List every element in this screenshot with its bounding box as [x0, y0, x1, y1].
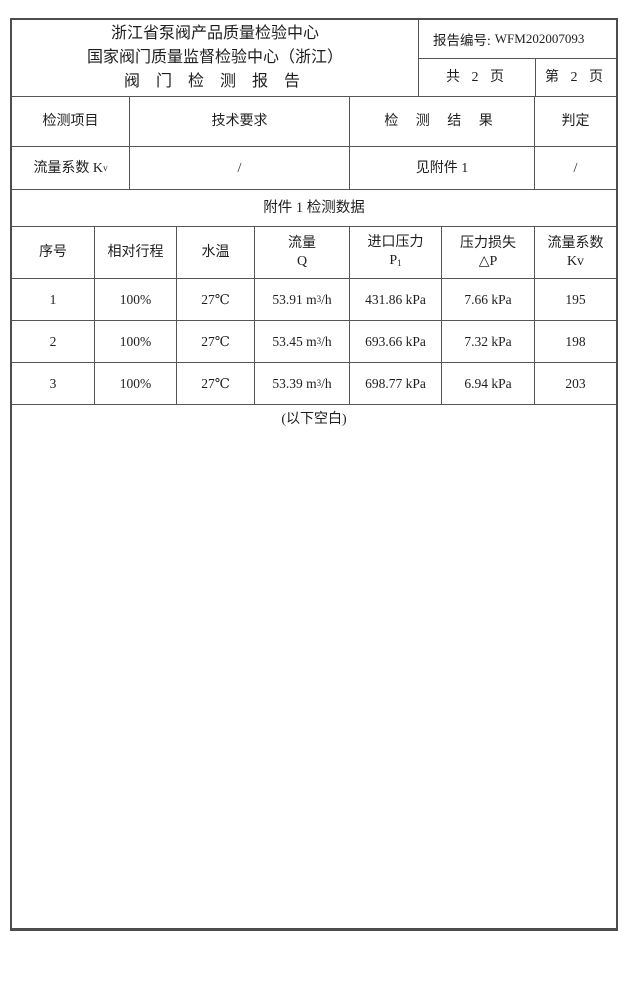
- cell-kv: 195: [565, 292, 586, 307]
- blank-note: (以下空白): [281, 412, 347, 427]
- report-number-value: WFM202007093: [494, 31, 585, 46]
- attachment-title-row: 附件 1 检测数据: [12, 190, 616, 227]
- table-row: 3 100% 27℃ 53.39 m 3/h 698.77 kPa 6.94 kP…: [12, 363, 616, 405]
- col-header-no: 序号: [12, 227, 95, 278]
- cell-flow: 53.45 m 3/h: [255, 321, 350, 362]
- cell-stroke: 100%: [95, 279, 177, 320]
- col-header-pressure-loss: 压力损失 △P: [442, 227, 535, 278]
- cell-flow: 53.39 m 3/h: [255, 363, 350, 404]
- report-number-cell: 报告编号: WFM202007093: [419, 20, 616, 59]
- cell-no: 2: [12, 321, 95, 362]
- summary-col-judgement: 判定: [561, 114, 590, 129]
- col-header-inlet-symbol: P1: [389, 252, 402, 268]
- col-header-flow: 流量 Q: [255, 227, 350, 278]
- cell-temp: 27℃: [177, 279, 255, 320]
- cell-inlet-pressure: 693.66 kPa: [350, 321, 442, 362]
- summary-col-result: 检 测 结 果: [350, 97, 535, 146]
- table-row: 2 100% 27℃ 53.45 m 3/h 693.66 kPa 7.32 kP…: [12, 321, 616, 363]
- summary-item-text: 流量系数 K: [33, 160, 104, 176]
- report-meta-block: 报告编号: WFM202007093 共 2 页 第 2 页: [419, 20, 616, 96]
- col-header-flow-symbol: Q: [296, 253, 308, 269]
- summary-col-requirement: 技术要求: [130, 97, 350, 146]
- cell-stroke: 100%: [95, 321, 177, 362]
- cell-temp: 27℃: [177, 321, 255, 362]
- col-header-kv: 流量系数 Kv: [535, 227, 616, 278]
- cell-kv: 198: [565, 334, 586, 349]
- attachment-header-row: 序号 相对行程 水温 流量 Q 进口压力 P1 压力损失 △P 流量系数 Kv: [12, 227, 616, 279]
- col-header-kv-symbol: Kv: [566, 253, 585, 269]
- report-header: 浙江省泵阀产品质量检验中心 国家阀门质量监督检验中心（浙江） 阀 门 检 测 报…: [12, 20, 616, 97]
- cell-pressure-loss: 6.94 kPa: [442, 363, 535, 404]
- col-header-temp: 水温: [177, 227, 255, 278]
- summary-header-row: 检测项目 技术要求 检 测 结 果 判定: [12, 97, 616, 147]
- blank-area: (以下空白): [12, 405, 616, 928]
- col-header-loss-label: 压力损失: [460, 235, 516, 251]
- table-row: 1 100% 27℃ 53.91 m 3/h 431.86 kPa 7.66 kP…: [12, 279, 616, 321]
- cell-no: 1: [12, 279, 95, 320]
- summary-col-item: 检测项目: [12, 97, 130, 146]
- inspection-report: 浙江省泵阀产品质量检验中心 国家阀门质量监督检验中心（浙江） 阀 门 检 测 报…: [10, 18, 618, 931]
- col-header-inlet-pressure: 进口压力 P1: [350, 227, 442, 278]
- cell-temp: 27℃: [177, 363, 255, 404]
- cell-no: 3: [12, 363, 95, 404]
- summary-item-subscript: v: [103, 162, 108, 173]
- attachment-title: 附件 1 检测数据: [263, 199, 365, 216]
- col-header-inlet-label: 进口压力: [367, 234, 424, 250]
- report-title: 阀 门 检 测 报 告: [123, 73, 306, 90]
- total-pages-cell: 共 2 页: [419, 59, 536, 96]
- col-header-stroke: 相对行程: [95, 227, 177, 278]
- cell-pressure-loss: 7.66 kPa: [442, 279, 535, 320]
- org-title-block: 浙江省泵阀产品质量检验中心 国家阀门质量监督检验中心（浙江） 阀 门 检 测 报…: [12, 20, 419, 96]
- org-name-line1: 浙江省泵阀产品质量检验中心: [110, 25, 319, 42]
- report-number-label: 报告编号:: [433, 33, 491, 48]
- summary-judgement-cell: /: [573, 160, 578, 176]
- current-page-cell: 第 2 页: [545, 70, 607, 85]
- cell-kv: 203: [565, 376, 586, 391]
- page-count-row: 共 2 页 第 2 页: [419, 59, 616, 96]
- col-header-flow-label: 流量: [288, 235, 316, 251]
- cell-flow: 53.91 m 3/h: [255, 279, 350, 320]
- col-header-loss-symbol: △P: [478, 253, 498, 269]
- cell-stroke: 100%: [95, 363, 177, 404]
- col-header-kv-label: 流量系数: [547, 235, 604, 251]
- cell-inlet-pressure: 698.77 kPa: [350, 363, 442, 404]
- cell-pressure-loss: 7.32 kPa: [442, 321, 535, 362]
- summary-requirement-cell: /: [130, 147, 350, 189]
- org-name-line2: 国家阀门质量监督检验中心（浙江）: [86, 49, 343, 66]
- cell-inlet-pressure: 431.86 kPa: [350, 279, 442, 320]
- summary-result-cell: 见附件 1: [350, 147, 535, 189]
